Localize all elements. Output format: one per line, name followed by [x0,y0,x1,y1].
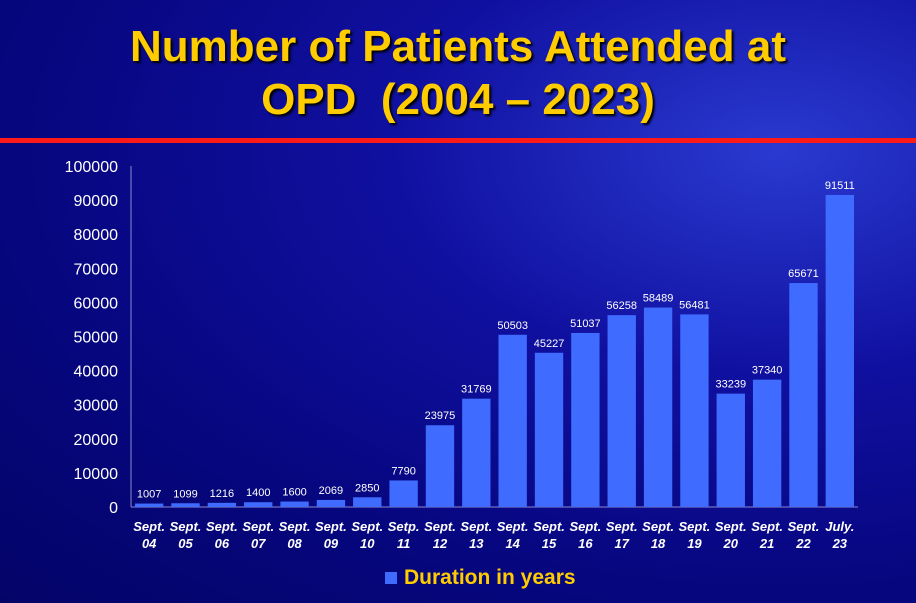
x-tick-label: Sept. [788,519,820,534]
x-tick-label: 12 [433,536,448,551]
x-tick-label: 17 [614,536,629,551]
x-tick-label: 16 [578,536,593,551]
legend-label: Duration in years [404,566,576,589]
bar [825,194,855,507]
bar [171,503,200,507]
data-label: 1600 [282,487,306,499]
x-tick-label: Sept. [424,519,456,534]
bar [207,502,237,507]
y-tick-label: 40000 [74,364,119,381]
chart-title: Number of Patients Attended at OPD (2004… [0,20,916,126]
data-label: 7790 [391,465,415,477]
x-tick-label: Sept. [351,519,383,534]
bar [716,393,745,507]
y-tick-label: 20000 [74,432,119,449]
x-tick-label: 09 [324,536,339,551]
x-tick-label: 04 [142,536,157,551]
x-tick-label: 21 [759,536,774,551]
x-tick-label: 11 [397,536,411,551]
data-label: 2850 [355,482,379,494]
bar [607,315,636,507]
data-label: 1007 [137,489,161,501]
bar [680,314,709,507]
x-tick-label: 22 [795,536,811,551]
y-tick-label: 0 [109,500,118,517]
data-label: 58489 [643,293,674,305]
x-tick-label: Sept. [715,519,747,534]
x-tick-label: Sept. [569,519,601,534]
x-tick-label: Sept. [751,519,783,534]
bar [280,501,309,507]
data-label: 65671 [788,268,819,280]
y-tick-label: 30000 [74,398,119,415]
data-label: 1216 [210,488,234,500]
x-tick-label: Setp. [388,519,420,534]
x-tick-label: Sept. [206,519,238,534]
bar [389,480,418,507]
data-label: 91511 [825,180,855,192]
title-divider [0,138,916,143]
legend: Duration in years [385,566,576,590]
x-tick-label: 20 [723,536,739,551]
x-tick-label: Sept. [642,519,674,534]
x-tick-label: July. [825,519,854,534]
x-tick-label: 05 [178,536,193,551]
bar [462,398,491,507]
x-tick-label: Sept. [460,519,492,534]
x-tick-label: 14 [505,536,520,551]
x-tick-label: Sept. [133,519,165,534]
data-label: 45227 [534,338,565,350]
x-tick-label: 10 [360,536,375,551]
title-line-2: OPD (2004 – 2023) [261,75,655,124]
x-tick-label: 08 [287,536,302,551]
x-tick-label: 06 [215,536,230,551]
x-tick-label: Sept. [606,519,638,534]
x-tick-label: 18 [651,536,666,551]
data-label: 2069 [319,485,343,497]
bar [534,352,564,507]
x-tick-label: 15 [542,536,557,551]
y-tick-label: 90000 [74,193,119,210]
legend-swatch [385,572,397,584]
y-tick-label: 60000 [74,295,119,312]
x-tick-label: Sept. [497,519,529,534]
y-tick-label: 80000 [74,227,119,244]
x-tick-label: Sept. [279,519,311,534]
data-label: 56258 [606,300,637,312]
bar [353,497,382,507]
y-tick-label: 100000 [65,159,118,176]
bar [316,499,346,507]
data-label: 50503 [497,320,528,332]
x-tick-label: 23 [832,536,848,551]
x-tick-label: 13 [469,536,484,551]
data-label: 1099 [173,488,197,500]
x-tick-label: Sept. [170,519,202,534]
x-tick-label: Sept. [242,519,274,534]
bar [244,502,273,507]
data-label: 1400 [246,487,270,499]
y-tick-label: 10000 [74,466,119,483]
data-label: 23975 [425,410,456,422]
x-tick-label: Sept. [315,519,347,534]
data-label: 33239 [715,379,746,391]
x-tick-label: 19 [687,536,702,551]
bar [789,283,818,507]
data-label: 37340 [752,365,783,377]
y-tick-label: 70000 [74,261,119,278]
data-label: 31769 [461,384,492,396]
data-label: 56481 [679,299,710,311]
bar [752,379,782,507]
y-tick-label: 50000 [74,330,119,347]
bar [643,307,673,507]
data-label: 51037 [570,318,601,330]
x-tick-label: Sept. [679,519,711,534]
bar [134,503,164,507]
x-tick-label: 07 [251,536,266,551]
title-line-1: Number of Patients Attended at [130,22,786,71]
x-tick-label: Sept. [533,519,565,534]
bar [498,334,527,507]
bar [571,332,600,507]
bar [425,425,455,507]
